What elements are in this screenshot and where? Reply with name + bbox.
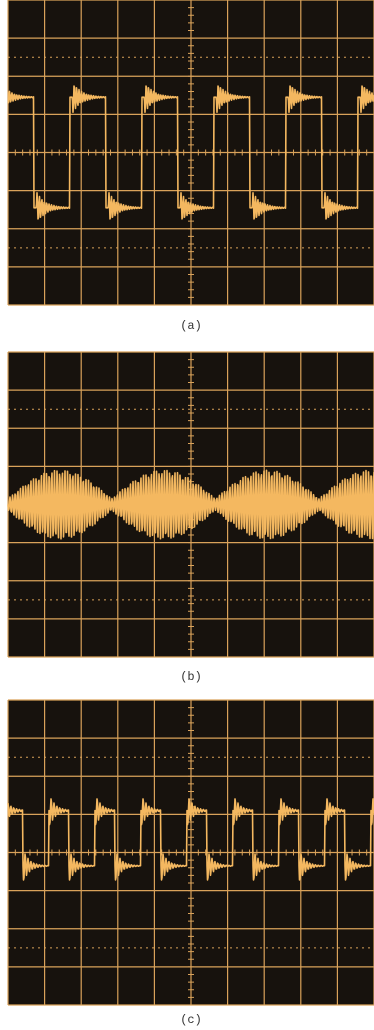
caption: (b) [180,670,202,684]
caption: (a) [180,319,202,333]
figure: (a) (b) (c) [0,0,374,1030]
panel [8,0,374,305]
panel [8,700,374,1005]
page: (a) (b) (c) (() => { const data = JSON.p… [0,0,374,1030]
caption: (c) [180,1013,202,1027]
panel [8,352,374,657]
